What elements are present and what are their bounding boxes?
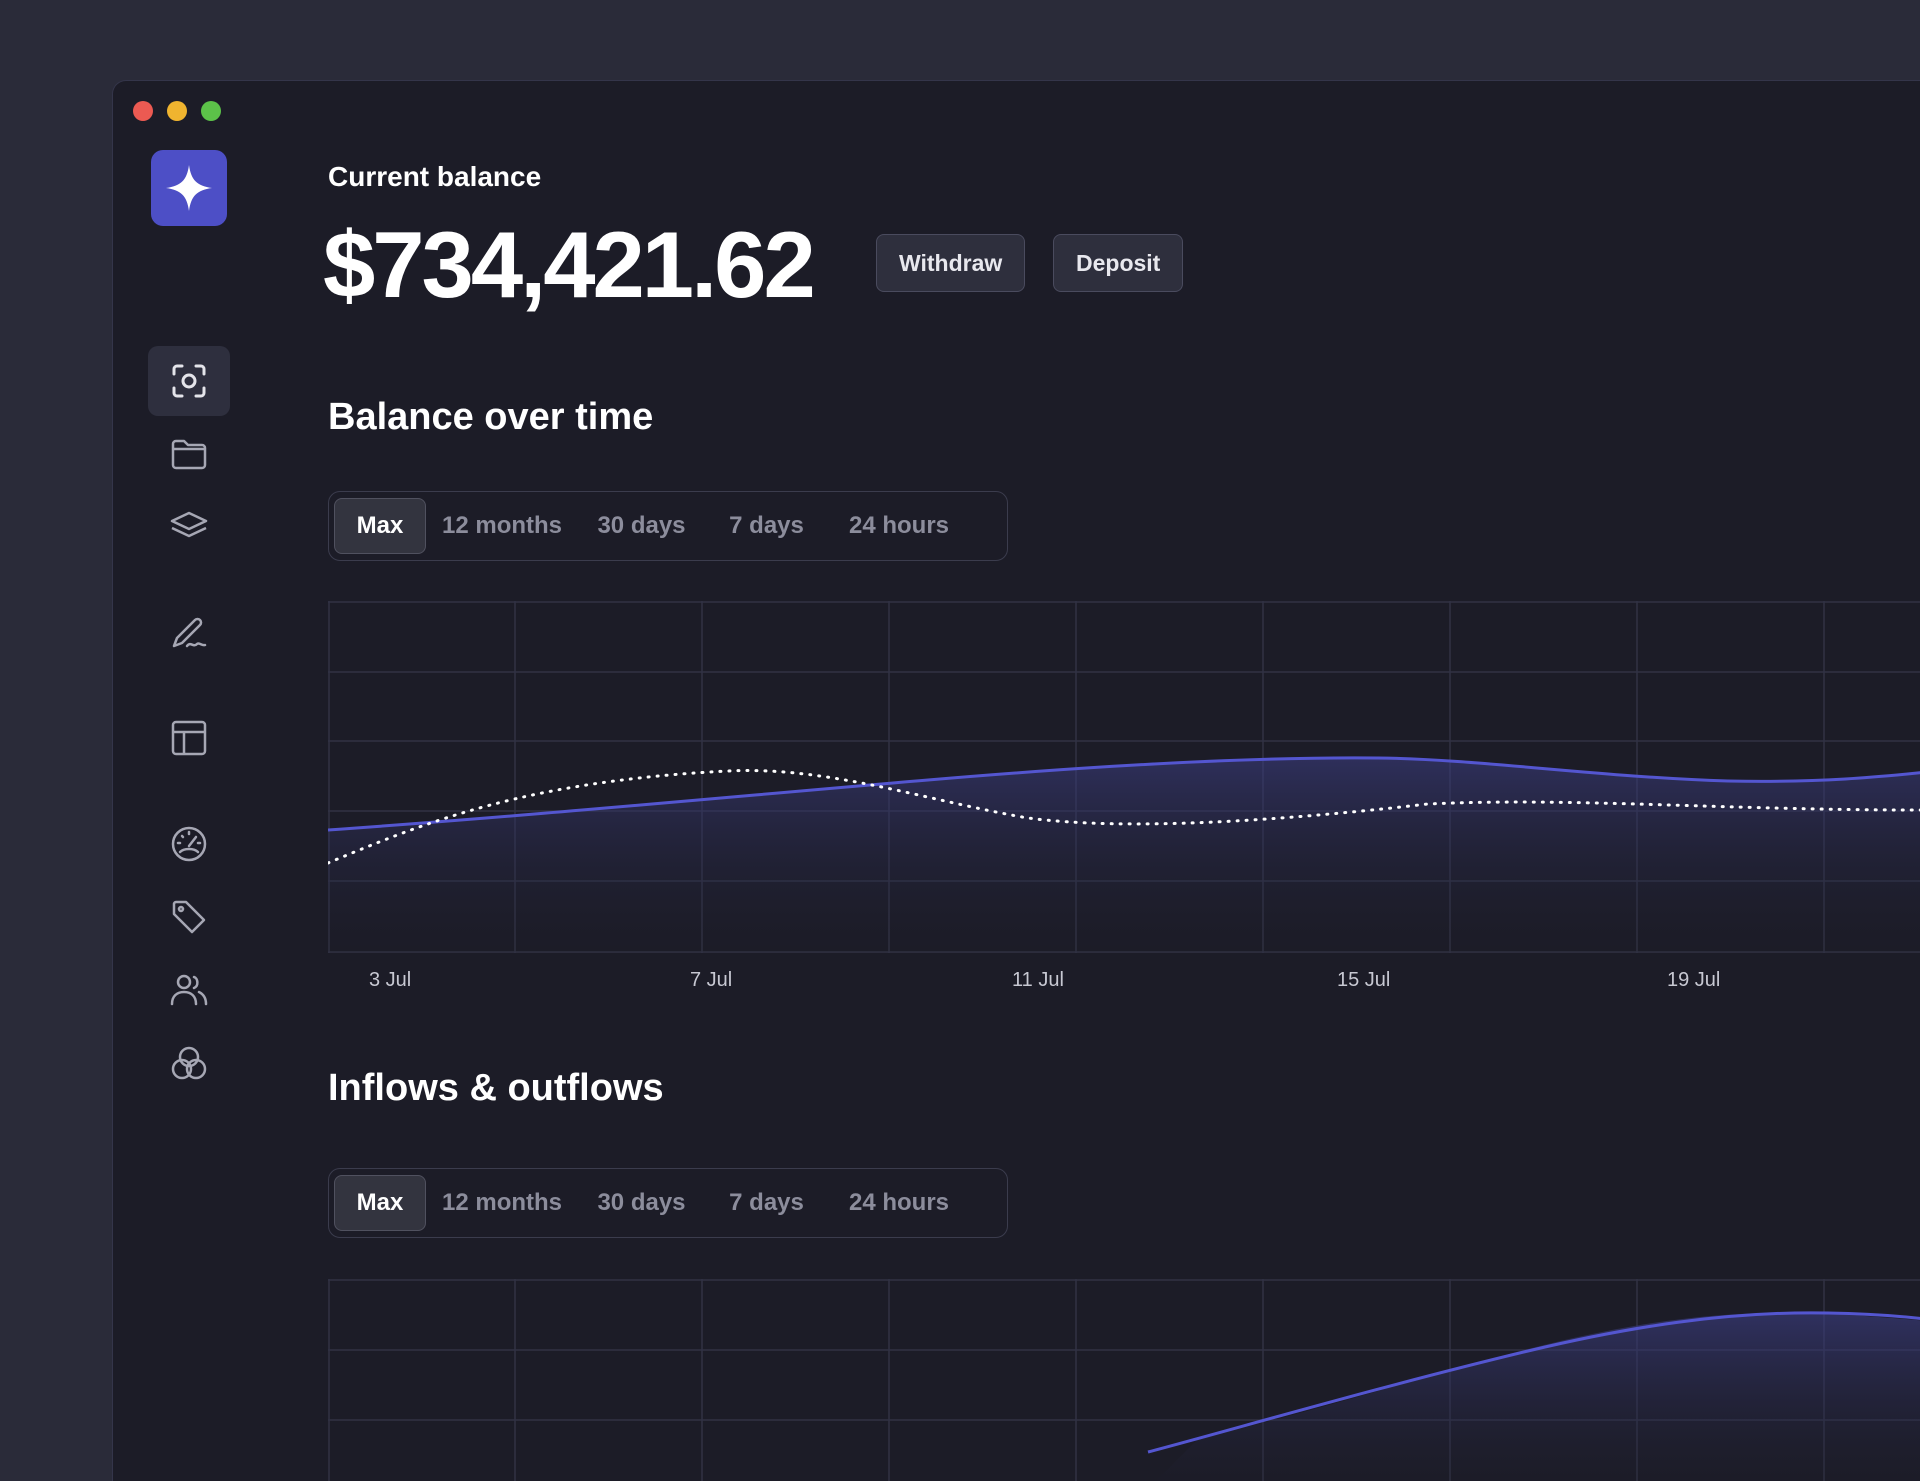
circles-icon	[171, 1046, 207, 1080]
sidebar-item-layout[interactable]	[148, 703, 230, 773]
sparkle-icon	[166, 165, 212, 211]
current-balance-label: Current balance	[328, 161, 542, 192]
withdraw-button[interactable]: Withdraw	[876, 234, 1026, 292]
balance-range-selector: Max 12 months 30 days 7 days 24 hours	[328, 491, 1008, 561]
sidebar-item-scan[interactable]	[148, 346, 230, 416]
folder-icon	[171, 439, 207, 470]
window-controls	[133, 101, 221, 121]
range-option-7-days[interactable]: 7 days	[729, 1189, 804, 1216]
x-axis-label: 15 Jul	[1337, 969, 1391, 991]
range-option-12-months[interactable]: 12 months	[441, 512, 563, 539]
flows-range-selector: Max 12 months 30 days 7 days 24 hours	[328, 1168, 1008, 1238]
minimize-window-button[interactable]	[167, 101, 187, 121]
sidebar-item-folder[interactable]	[148, 419, 230, 489]
gauge-icon	[171, 826, 207, 862]
range-option-max[interactable]: Max	[334, 1175, 426, 1231]
balance-chart-title: Balance over time	[328, 396, 654, 438]
sidebar-item-dashboard[interactable]	[148, 809, 230, 879]
tag-icon	[172, 900, 206, 934]
flows-chart	[328, 1279, 1920, 1481]
balance-chart	[328, 601, 1920, 953]
range-option-12-months[interactable]: 12 months	[441, 1189, 563, 1216]
balance-amount: $734,421.62	[323, 212, 816, 317]
signature-icon	[172, 617, 207, 648]
range-option-max[interactable]: Max	[334, 498, 426, 554]
range-option-7-days[interactable]: 7 days	[729, 512, 804, 539]
balance-line	[328, 756, 1920, 832]
sidebar-item-users[interactable]	[148, 955, 230, 1025]
x-axis-label: 7 Jul	[690, 969, 733, 991]
flows-chart-title: Inflows & outflows	[328, 1067, 664, 1109]
comparison-line	[328, 769, 1920, 865]
range-option-24-hours[interactable]: 24 hours	[848, 512, 950, 539]
x-axis-label: 11 Jul	[1012, 969, 1064, 991]
sidebar-item-tags[interactable]	[148, 882, 230, 952]
flows-area	[1156, 1312, 1920, 1481]
layout-icon	[171, 720, 207, 756]
x-axis-label: 19 Jul	[1667, 969, 1721, 991]
layers-icon	[170, 511, 208, 538]
flows-line	[1147, 1311, 1920, 1454]
maximize-window-button[interactable]	[201, 101, 221, 121]
range-option-24-hours[interactable]: 24 hours	[848, 1189, 950, 1216]
close-window-button[interactable]	[133, 101, 153, 121]
x-axis-label: 3 Jul	[369, 969, 412, 991]
range-option-30-days[interactable]: 30 days	[597, 1189, 686, 1216]
sidebar-item-groups[interactable]	[148, 1028, 230, 1098]
scan-icon	[172, 364, 206, 398]
range-option-30-days[interactable]: 30 days	[597, 512, 686, 539]
sidebar-item-sign[interactable]	[148, 598, 230, 668]
app-window: Current balance $734,421.62 Withdraw Dep…	[112, 80, 1920, 1481]
sidebar-item-layers[interactable]	[148, 492, 230, 562]
deposit-button[interactable]: Deposit	[1053, 234, 1184, 292]
balance-area	[328, 757, 1920, 952]
app-logo[interactable]	[151, 150, 227, 226]
users-icon	[170, 974, 208, 1006]
